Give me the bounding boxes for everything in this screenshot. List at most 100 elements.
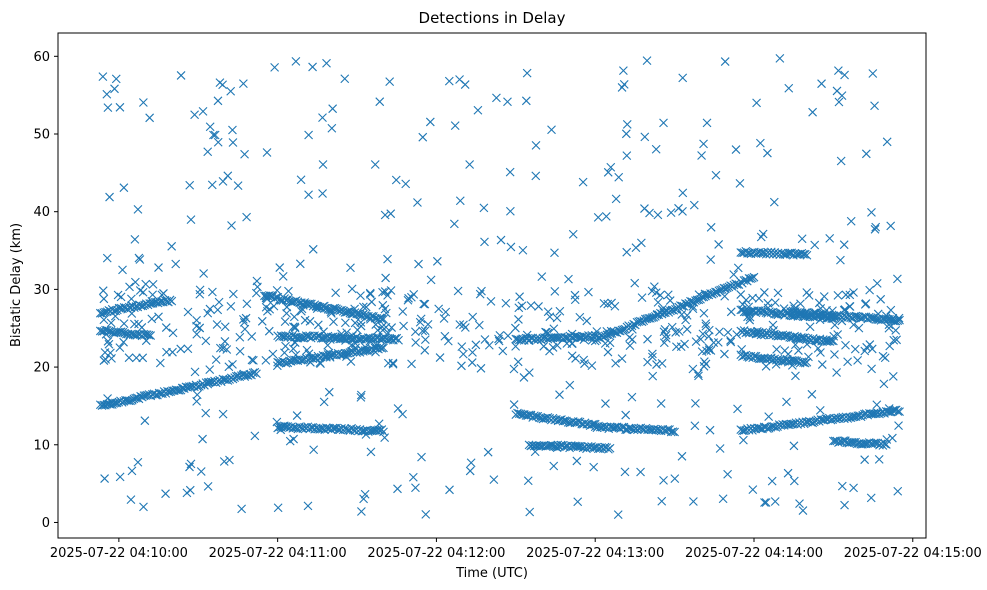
- detection-point: [139, 329, 149, 339]
- detection-point: [205, 365, 215, 375]
- detection-point: [262, 148, 272, 157]
- detection-point: [434, 304, 444, 314]
- detection-point: [109, 306, 119, 316]
- detection-point: [501, 298, 511, 308]
- detection-point: [154, 388, 164, 398]
- detection-point: [631, 243, 641, 253]
- detection-point: [167, 241, 177, 251]
- detection-point: [385, 77, 395, 87]
- detection-point: [227, 221, 236, 230]
- detection-point: [814, 298, 824, 308]
- detection-point: [205, 122, 215, 132]
- detection-point: [362, 346, 372, 355]
- detection-point: [773, 331, 783, 341]
- detection-point: [549, 461, 559, 471]
- detection-point: [550, 286, 560, 296]
- detection-point: [578, 177, 588, 187]
- detection-point: [715, 444, 725, 453]
- detection-point: [621, 410, 631, 420]
- detection-point: [617, 325, 627, 335]
- x-tick-label: 2025-07-22 04:10:00: [50, 546, 188, 561]
- detection-point: [807, 389, 817, 399]
- detection-point: [763, 148, 772, 158]
- detection-point: [539, 341, 549, 351]
- detection-point: [547, 125, 556, 135]
- detection-point: [398, 307, 408, 316]
- detection-point: [333, 305, 343, 315]
- detection-point: [467, 358, 477, 367]
- x-tick-label: 2025-07-22 04:12:00: [367, 546, 505, 561]
- detection-point: [884, 323, 894, 333]
- detection-point: [195, 289, 205, 299]
- detection-point: [213, 137, 223, 147]
- detection-point: [168, 347, 177, 357]
- detection-point: [471, 340, 481, 350]
- detection-point: [802, 250, 812, 260]
- detection-point: [799, 358, 808, 367]
- detection-point: [817, 360, 827, 369]
- detection-point: [819, 292, 829, 301]
- detection-point: [318, 189, 327, 198]
- detection-point: [866, 493, 876, 503]
- detection-point: [691, 398, 700, 408]
- detection-point: [599, 422, 609, 431]
- detection-point: [752, 98, 761, 108]
- detection-point: [840, 70, 849, 80]
- detection-point: [780, 331, 789, 341]
- detection-point: [183, 307, 193, 317]
- detection-point: [618, 66, 628, 76]
- detection-point: [413, 198, 422, 207]
- detection-point: [99, 308, 109, 317]
- detection-point: [660, 426, 669, 436]
- detection-point: [568, 229, 578, 239]
- detection-point: [514, 315, 523, 324]
- detection-point: [145, 113, 155, 123]
- detection-point: [770, 497, 780, 506]
- detection-point: [739, 276, 749, 285]
- detection-point: [302, 345, 312, 355]
- detection-point: [192, 315, 201, 325]
- detection-point: [399, 321, 408, 331]
- detection-point: [126, 495, 136, 505]
- detection-point: [275, 263, 285, 272]
- detection-point: [726, 337, 736, 347]
- detection-point: [161, 323, 171, 332]
- detection-point: [893, 486, 903, 496]
- detection-point: [215, 78, 225, 88]
- detection-point: [755, 138, 765, 148]
- detection-point: [161, 489, 170, 499]
- detection-point: [327, 123, 337, 133]
- detection-point: [365, 336, 375, 346]
- detection-point: [129, 319, 139, 329]
- detection-point: [195, 285, 205, 295]
- detection-point: [749, 272, 759, 282]
- detection-point: [324, 387, 334, 397]
- detection-point: [688, 497, 698, 506]
- detection-point: [290, 322, 300, 332]
- detection-point: [617, 354, 627, 364]
- detection-point: [248, 368, 258, 378]
- detection-point: [141, 336, 151, 346]
- detection-point: [440, 331, 450, 341]
- detection-point: [720, 57, 730, 66]
- detection-point: [861, 299, 871, 308]
- detection-point: [864, 312, 874, 322]
- detection-point: [729, 270, 739, 279]
- detection-point: [645, 313, 655, 323]
- detection-point: [784, 83, 794, 93]
- detection-point: [465, 466, 475, 476]
- detection-point: [173, 385, 182, 395]
- detection-point: [681, 299, 690, 308]
- detection-point: [861, 149, 871, 159]
- detection-point: [98, 286, 108, 296]
- detection-point: [212, 320, 222, 329]
- detection-point: [281, 341, 290, 351]
- detection-point: [509, 364, 519, 374]
- detection-point: [744, 248, 754, 258]
- detection-point: [110, 84, 119, 94]
- detection-point: [340, 318, 350, 328]
- detection-point: [763, 353, 773, 363]
- detection-point: [119, 319, 129, 328]
- detection-point: [235, 332, 245, 342]
